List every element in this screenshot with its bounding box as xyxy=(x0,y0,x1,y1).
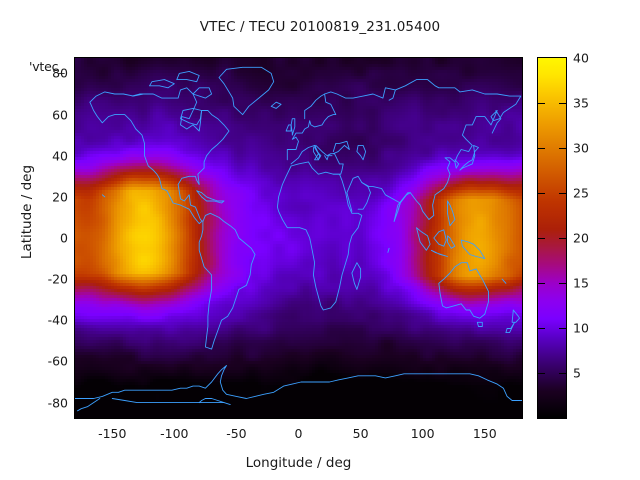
y-tick-20: 20 xyxy=(52,189,68,205)
colorbar-label-30: 30 xyxy=(573,140,589,156)
y-tick-0: 0 xyxy=(60,230,68,246)
coastline-segment xyxy=(290,118,296,136)
colorbar-tick-15 xyxy=(538,283,545,284)
colorbar-tick-right-5 xyxy=(559,373,566,374)
x-tick-50: 50 xyxy=(352,426,369,441)
coastline-segment xyxy=(89,101,203,225)
coastline-segment xyxy=(192,87,213,99)
colorbar-tick-right-35 xyxy=(559,103,566,104)
series-label: 'vtec_ xyxy=(29,59,65,74)
coastline-segment xyxy=(332,140,350,155)
coastline-segment xyxy=(196,190,225,204)
coastline-segment xyxy=(101,194,106,198)
colorbar-tick-25 xyxy=(538,193,545,194)
coastline-segment xyxy=(89,87,230,222)
coastline-segment xyxy=(511,309,520,323)
colorbar-tick-labels: 5 10 15 20 25 30 35 40 xyxy=(573,51,633,419)
coastline-segment xyxy=(430,249,448,257)
coastline-segment xyxy=(459,144,479,171)
x-tick-100: 100 xyxy=(410,426,435,441)
colorbar[interactable] xyxy=(537,57,567,419)
y-tick--20: -20 xyxy=(47,271,68,287)
coastline-segment xyxy=(285,124,292,132)
coastline-segment xyxy=(198,398,225,404)
coastline-segment xyxy=(180,107,203,126)
coastline-segment xyxy=(387,247,390,253)
y-axis-tick-labels: 80 60 40 20 0 -20 -40 -60 -80 xyxy=(0,0,68,480)
colorbar-tick-35 xyxy=(538,103,545,104)
coastline-segment xyxy=(286,87,396,161)
colorbar-tick-10 xyxy=(538,328,545,329)
colorbar-tick-right-15 xyxy=(559,283,566,284)
coastline-segment xyxy=(460,239,486,260)
coastline-overlay xyxy=(75,66,522,412)
coastline-segment xyxy=(438,262,489,319)
coastline-segment xyxy=(501,278,507,284)
coastline-segment xyxy=(218,66,275,116)
colorbar-label-35: 35 xyxy=(573,95,589,111)
y-tick--40: -40 xyxy=(47,312,68,328)
coastline-segment xyxy=(447,235,456,249)
coastline-segment xyxy=(447,200,456,227)
coastline-segment xyxy=(304,93,326,120)
x-tick-150: 150 xyxy=(472,426,497,441)
colorbar-label-40: 40 xyxy=(573,50,589,66)
coastline-segment xyxy=(346,79,522,222)
colorbar-tick-right-30 xyxy=(559,148,566,149)
x-tick--50: -50 xyxy=(226,426,247,441)
y-tick--60: -60 xyxy=(47,353,68,369)
y-tick--80: -80 xyxy=(47,395,68,411)
colorbar-tick-right-10 xyxy=(559,328,566,329)
colorbar-tick-30 xyxy=(538,148,545,149)
coastline-segment xyxy=(276,161,363,311)
coastline-segment xyxy=(312,144,321,161)
coastline-segment xyxy=(416,227,431,251)
y-tick-80: 80 xyxy=(52,65,68,81)
coastline-segment xyxy=(77,398,101,412)
chart-title: VTEC / TECU 20100819_231.05400 xyxy=(199,19,441,35)
coastline-segment xyxy=(149,79,175,89)
coastline-segment xyxy=(176,70,200,83)
coastline-segment xyxy=(476,321,483,327)
coastline-segment xyxy=(198,212,256,350)
coastline-segment xyxy=(351,262,362,290)
colorbar-label-15: 15 xyxy=(573,275,589,291)
coastline-segment xyxy=(397,192,411,212)
colorbar-label-25: 25 xyxy=(573,185,589,201)
plot-area[interactable] xyxy=(74,57,523,419)
colorbar-tick-right-20 xyxy=(559,238,566,239)
coastline-segment xyxy=(270,101,282,109)
colorbar-tick-20 xyxy=(538,238,545,239)
coastline-segment xyxy=(454,159,460,169)
coastline-segment xyxy=(324,155,333,161)
y-tick-60: 60 xyxy=(52,107,68,123)
coastline-segment xyxy=(131,93,145,97)
y-tick-40: 40 xyxy=(52,148,68,164)
y-axis-title: Latitude / deg xyxy=(19,164,35,260)
colorbar-label-5: 5 xyxy=(573,365,581,381)
coastline-segment xyxy=(505,321,515,334)
x-tick--100: -100 xyxy=(160,426,189,441)
colorbar-label-20: 20 xyxy=(573,230,589,246)
x-axis-title: Longitude / deg xyxy=(245,455,352,471)
coastline-segment xyxy=(491,110,502,134)
x-axis-tick-labels: -150 -100 -50 0 50 100 150 xyxy=(0,426,640,446)
coastline-segment xyxy=(356,144,367,161)
colorbar-label-10: 10 xyxy=(573,320,589,336)
coastline-segment xyxy=(75,365,522,401)
coastline-segment xyxy=(111,398,231,406)
colorbar-tick-5 xyxy=(538,373,545,374)
x-tick--150: -150 xyxy=(98,426,127,441)
x-tick-0: 0 xyxy=(294,426,303,441)
colorbar-tick-right-25 xyxy=(559,193,566,194)
coastline-segment xyxy=(433,229,447,247)
coastline-segment xyxy=(357,182,371,210)
